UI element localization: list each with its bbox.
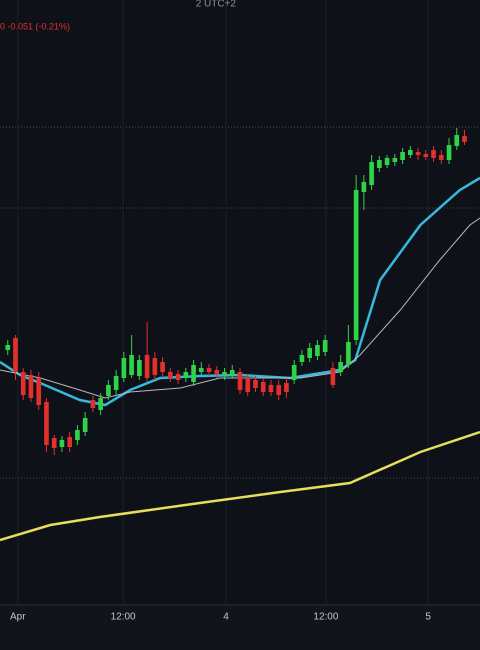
candle-body <box>338 362 343 372</box>
candle-body <box>299 355 305 362</box>
candle-body <box>291 365 297 380</box>
candle-body <box>415 152 421 155</box>
candle-body <box>5 345 11 350</box>
candle-body <box>113 376 119 390</box>
price-change: 0 -0.051 (-0.21%) <box>0 21 70 31</box>
candle-body <box>198 368 204 372</box>
candle-body <box>253 380 258 388</box>
candle-body <box>175 374 181 380</box>
x-tick-label: 4 <box>223 612 229 623</box>
candle-body <box>214 370 220 374</box>
candle-body <box>408 150 413 155</box>
candle-body <box>400 152 405 160</box>
candle-body <box>191 365 196 382</box>
candle-body <box>129 355 134 375</box>
x-tick-label: 12:00 <box>313 612 338 623</box>
candle-body <box>82 418 88 432</box>
candle-body <box>268 385 274 392</box>
subtitle: 2 UTC+2 <box>196 0 237 10</box>
candle-body <box>98 398 103 410</box>
candle-body <box>90 400 96 408</box>
x-tick-label: 5 <box>425 612 431 623</box>
x-tick-label: 12:00 <box>111 612 136 623</box>
candle-body <box>361 182 367 192</box>
candle-body <box>168 372 173 378</box>
candle-body <box>423 154 429 157</box>
candle-body <box>330 368 336 385</box>
candle-body <box>276 385 282 395</box>
candle-body <box>51 438 57 448</box>
candle-body <box>315 345 320 356</box>
candle-body <box>346 342 351 365</box>
candle-body <box>137 360 142 376</box>
candle-body <box>206 368 212 372</box>
x-tick-label: Apr <box>10 612 26 623</box>
candle-body <box>28 375 34 398</box>
candle-body <box>369 162 374 185</box>
candle-body <box>245 378 251 392</box>
candle-body <box>67 437 72 447</box>
candle-body <box>392 158 398 162</box>
candle-body <box>462 136 467 142</box>
candle-body <box>75 430 80 440</box>
candle-body <box>377 160 382 168</box>
candle-body <box>144 355 150 378</box>
moving-average <box>0 430 480 542</box>
candle-body <box>237 372 243 390</box>
moving-average <box>0 217 480 399</box>
candle-body <box>152 358 158 375</box>
candle-body <box>36 378 42 405</box>
candle-body <box>446 145 452 160</box>
candle-body <box>183 372 189 378</box>
candle-body <box>106 385 111 396</box>
grid <box>0 0 480 605</box>
candle-body <box>431 150 436 158</box>
plot <box>0 128 480 542</box>
time-axis <box>0 605 480 650</box>
candle-body <box>13 338 18 372</box>
candle-body <box>438 155 444 160</box>
candle-body <box>322 340 328 352</box>
candle-body <box>222 372 227 376</box>
candle-body <box>454 135 460 146</box>
candle-body <box>384 158 390 165</box>
moving-average <box>0 176 480 407</box>
candle-body <box>353 190 359 340</box>
candle-body <box>20 372 26 395</box>
candle-body <box>59 440 65 447</box>
candle-body <box>160 362 165 372</box>
candle-body <box>229 370 235 375</box>
candle-body <box>44 402 49 445</box>
candle-body <box>307 348 312 358</box>
candle-body <box>260 382 266 392</box>
candle-body <box>121 358 127 378</box>
candle-body <box>284 383 289 392</box>
